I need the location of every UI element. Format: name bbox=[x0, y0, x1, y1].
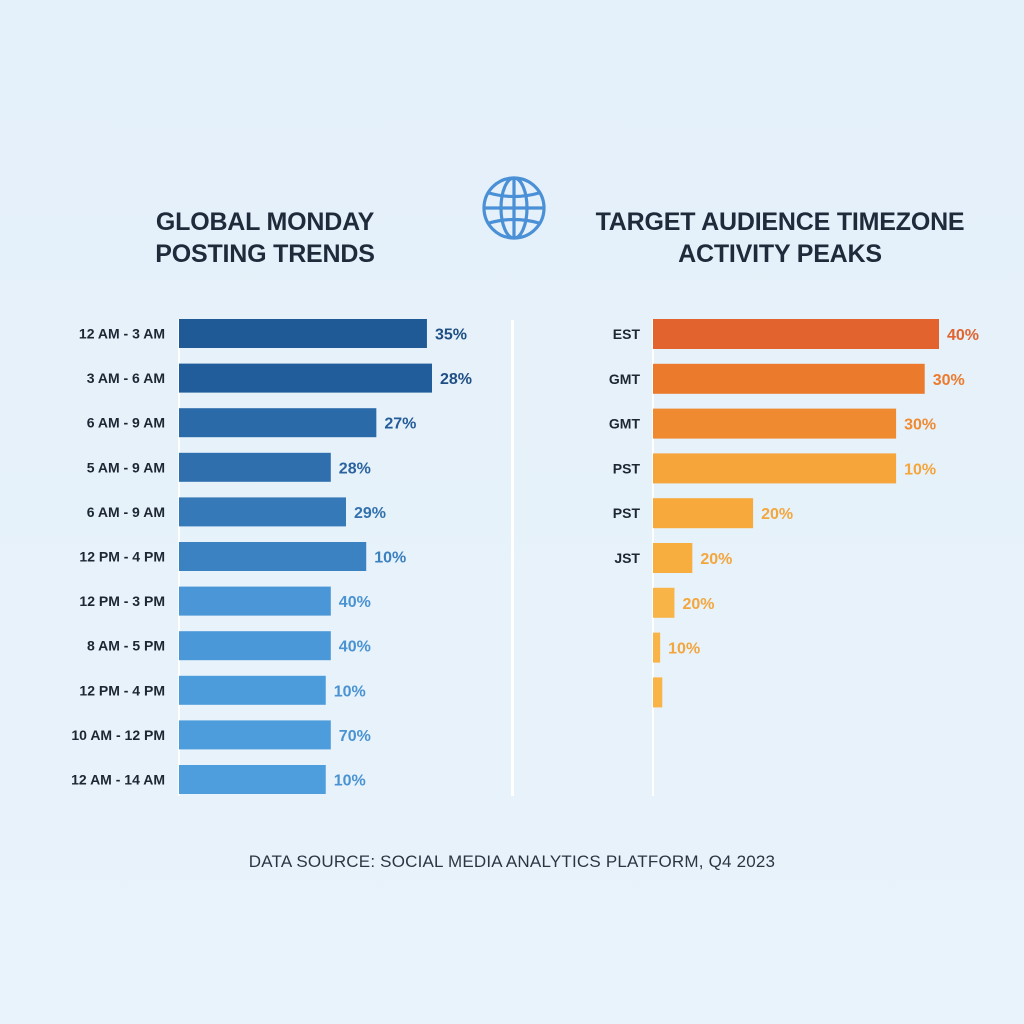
left-data-label: 28% bbox=[339, 460, 371, 477]
left-bar bbox=[179, 765, 326, 794]
left-chart-title-line-1: GLOBAL MONDAY bbox=[155, 208, 375, 236]
left-category-label: 6 AM - 9 AM bbox=[87, 415, 165, 431]
left-bar bbox=[179, 542, 367, 571]
left-bar bbox=[179, 408, 377, 438]
right-data-label: 10% bbox=[668, 641, 700, 658]
left-bar bbox=[179, 720, 331, 750]
right-bar bbox=[653, 363, 925, 394]
left-category-label: 10 AM - 12 PM bbox=[71, 727, 165, 743]
left-data-label: 35% bbox=[435, 327, 467, 344]
right-category-label: PST bbox=[613, 505, 641, 521]
left-chart-title: GLOBAL MONDAY POSTING TRENDS bbox=[120, 206, 410, 270]
left-data-label: 40% bbox=[339, 594, 371, 611]
right-category-label: PST bbox=[613, 460, 641, 476]
left-data-label: 27% bbox=[384, 416, 416, 433]
left-data-label: 10% bbox=[374, 550, 406, 567]
left-category-label: 12 PM - 4 PM bbox=[79, 549, 165, 565]
left-chart-title-line-2: POSTING TRENDS bbox=[155, 240, 375, 268]
globe-icon bbox=[482, 176, 546, 240]
right-category-label: GMT bbox=[609, 416, 641, 432]
left-category-label: 12 PM - 3 PM bbox=[79, 593, 165, 609]
right-category-label: JST bbox=[614, 550, 640, 566]
right-bar bbox=[653, 453, 897, 484]
right-category-label: EST bbox=[613, 326, 641, 342]
left-data-label: 28% bbox=[440, 371, 472, 388]
left-category-label: 5 AM - 9 AM bbox=[87, 459, 165, 475]
left-category-label: 8 AM - 5 PM bbox=[87, 638, 165, 654]
left-category-label: 12 AM - 3 AM bbox=[79, 326, 165, 342]
right-bar bbox=[653, 543, 693, 573]
right-bar bbox=[653, 319, 939, 349]
center-divider bbox=[511, 320, 514, 796]
right-data-label: 30% bbox=[904, 417, 936, 434]
left-bar bbox=[179, 631, 331, 661]
right-category-label: GMT bbox=[609, 371, 641, 387]
right-data-label: 10% bbox=[904, 461, 936, 478]
left-data-label: 40% bbox=[339, 639, 371, 656]
right-data-label: 20% bbox=[682, 596, 714, 613]
left-bar bbox=[179, 363, 432, 393]
left-data-label: 29% bbox=[354, 505, 386, 522]
right-data-label: 30% bbox=[933, 372, 965, 389]
left-category-label: 12 AM - 14 AM bbox=[71, 772, 165, 788]
right-bar bbox=[653, 632, 661, 663]
right-bar bbox=[653, 677, 663, 708]
right-data-label: 20% bbox=[761, 506, 793, 523]
left-bar bbox=[179, 497, 346, 527]
left-category-label: 6 AM - 9 AM bbox=[87, 504, 165, 520]
right-bar bbox=[653, 498, 754, 529]
left-bar bbox=[179, 675, 326, 705]
right-data-label: 20% bbox=[700, 551, 732, 568]
right-data-label: 40% bbox=[947, 327, 979, 344]
left-bar bbox=[179, 319, 427, 348]
left-data-label: 10% bbox=[334, 773, 366, 790]
left-data-label: 70% bbox=[339, 728, 371, 745]
right-bar bbox=[653, 587, 675, 618]
left-category-label: 3 AM - 6 AM bbox=[87, 370, 165, 386]
left-bar bbox=[179, 452, 331, 482]
left-category-label: 12 PM - 4 PM bbox=[79, 682, 165, 698]
right-chart-title-line-1: TARGET AUDIENCE TIMEZONE bbox=[595, 208, 965, 236]
data-source-note: DATA SOURCE: SOCIAL MEDIA ANALYTICS PLAT… bbox=[248, 852, 776, 871]
right-chart-title-line-2: ACTIVITY PEAKS bbox=[678, 240, 882, 268]
right-bar bbox=[653, 408, 897, 439]
left-bar bbox=[179, 586, 331, 616]
right-chart-title: TARGET AUDIENCE TIMEZONE ACTIVITY PEAKS bbox=[590, 206, 970, 270]
left-data-label: 10% bbox=[334, 683, 366, 700]
